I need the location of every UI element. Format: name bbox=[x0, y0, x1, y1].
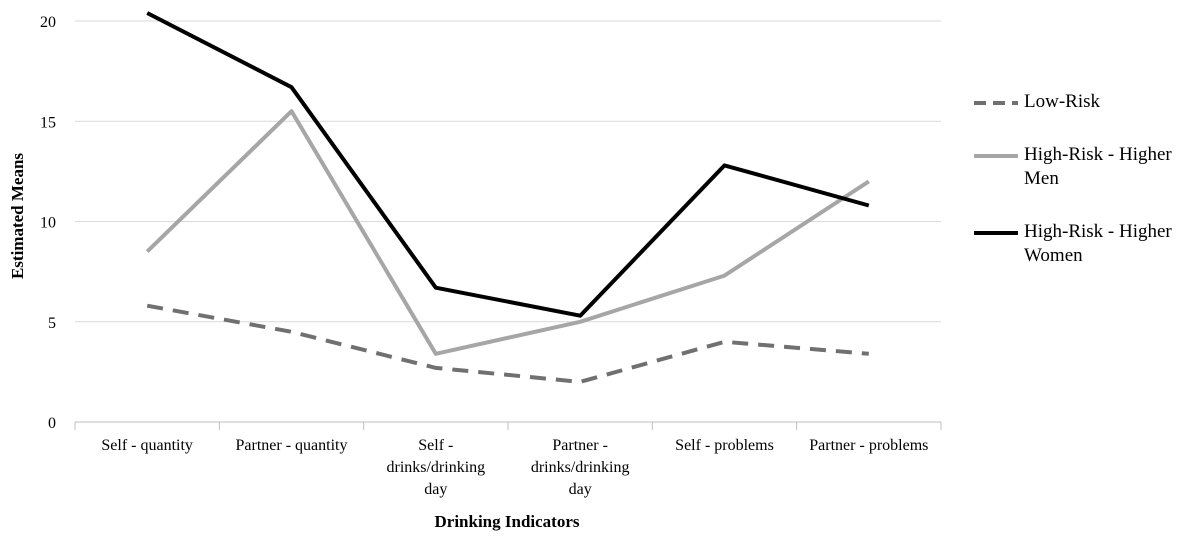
legend-item: High-Risk - Higher Men bbox=[972, 143, 1204, 191]
x-tick-label: Partner -drinks/drinking day bbox=[531, 437, 630, 498]
legend-label: Low-Risk bbox=[1024, 91, 1100, 112]
legend-label: High-Risk - Higher Women bbox=[1024, 221, 1172, 266]
y-tick-label: 5 bbox=[48, 315, 56, 332]
x-tick-label: Self - quantity bbox=[101, 437, 193, 454]
gridlines bbox=[75, 20, 941, 323]
series-line bbox=[146, 11, 870, 318]
series-lines bbox=[145, 11, 870, 384]
series-line bbox=[145, 109, 870, 356]
legend-item: High-Risk - Higher Women bbox=[972, 220, 1204, 268]
x-tick-label: Self -drinks/drinking day bbox=[386, 437, 485, 498]
y-tick-label: 10 bbox=[40, 215, 56, 232]
y-tick-label: 20 bbox=[40, 14, 56, 31]
legend-swatch bbox=[974, 154, 1018, 158]
x-axis-tick-labels: Self - quantity Partner - quantity Self -d… bbox=[101, 437, 928, 498]
legend-swatch bbox=[974, 231, 1018, 235]
legend-label: High-Risk - Higher Men bbox=[1024, 144, 1172, 189]
x-tick-label: Partner - quantity bbox=[236, 437, 348, 454]
legend: Low-Risk High-Risk - Higher Men High-Risk … bbox=[972, 90, 1204, 297]
x-tick-label: Self - problems bbox=[675, 437, 774, 454]
y-axis-tick-labels: 0 5 10 15 20 bbox=[40, 14, 56, 432]
x-tick-label: Partner - problems bbox=[809, 437, 928, 454]
series-line bbox=[146, 303, 869, 384]
y-tick-label: 0 bbox=[48, 415, 56, 432]
legend-swatch bbox=[974, 101, 1018, 105]
x-axis-title: Drinking Indicators bbox=[435, 512, 580, 531]
legend-item: Low-Risk bbox=[972, 90, 1204, 114]
x-axis bbox=[74, 421, 942, 430]
y-axis-title: Estimated Means bbox=[8, 153, 27, 279]
y-tick-label: 15 bbox=[40, 114, 56, 131]
